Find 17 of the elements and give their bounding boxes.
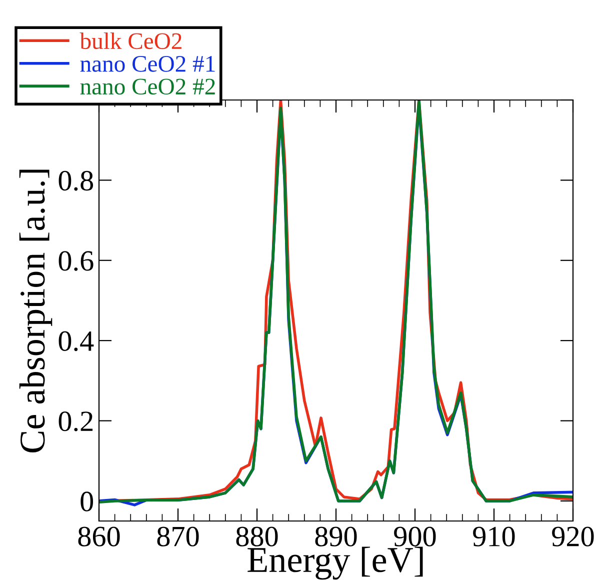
x-tick-label: 920 (552, 526, 594, 546)
y-tick-label: 0.6 (58, 251, 94, 271)
x-tick-label: 890 (315, 526, 357, 546)
y-tick-label: 0.4 (58, 331, 94, 352)
y-tick-label: 0.2 (58, 411, 93, 432)
x-tick-label: 910 (473, 526, 515, 546)
x-tick-label: 900 (394, 526, 436, 546)
legend-label: nano CeO2 #2 (80, 78, 215, 95)
x-tick-label: 870 (157, 526, 199, 546)
legend-label: bulk CeO2 (80, 32, 182, 50)
y-axis-title: Ce absorption [a.u.] (19, 170, 52, 452)
x-tick-label: 860 (78, 526, 120, 546)
y-tick-label: 0 (80, 492, 94, 512)
x-tick-label: 880 (236, 526, 278, 546)
legend-label: nano CeO2 #1 (80, 56, 215, 72)
x-axis-title: Energy [eV] (248, 546, 423, 580)
y-tick-label: 0.8 (58, 170, 94, 191)
